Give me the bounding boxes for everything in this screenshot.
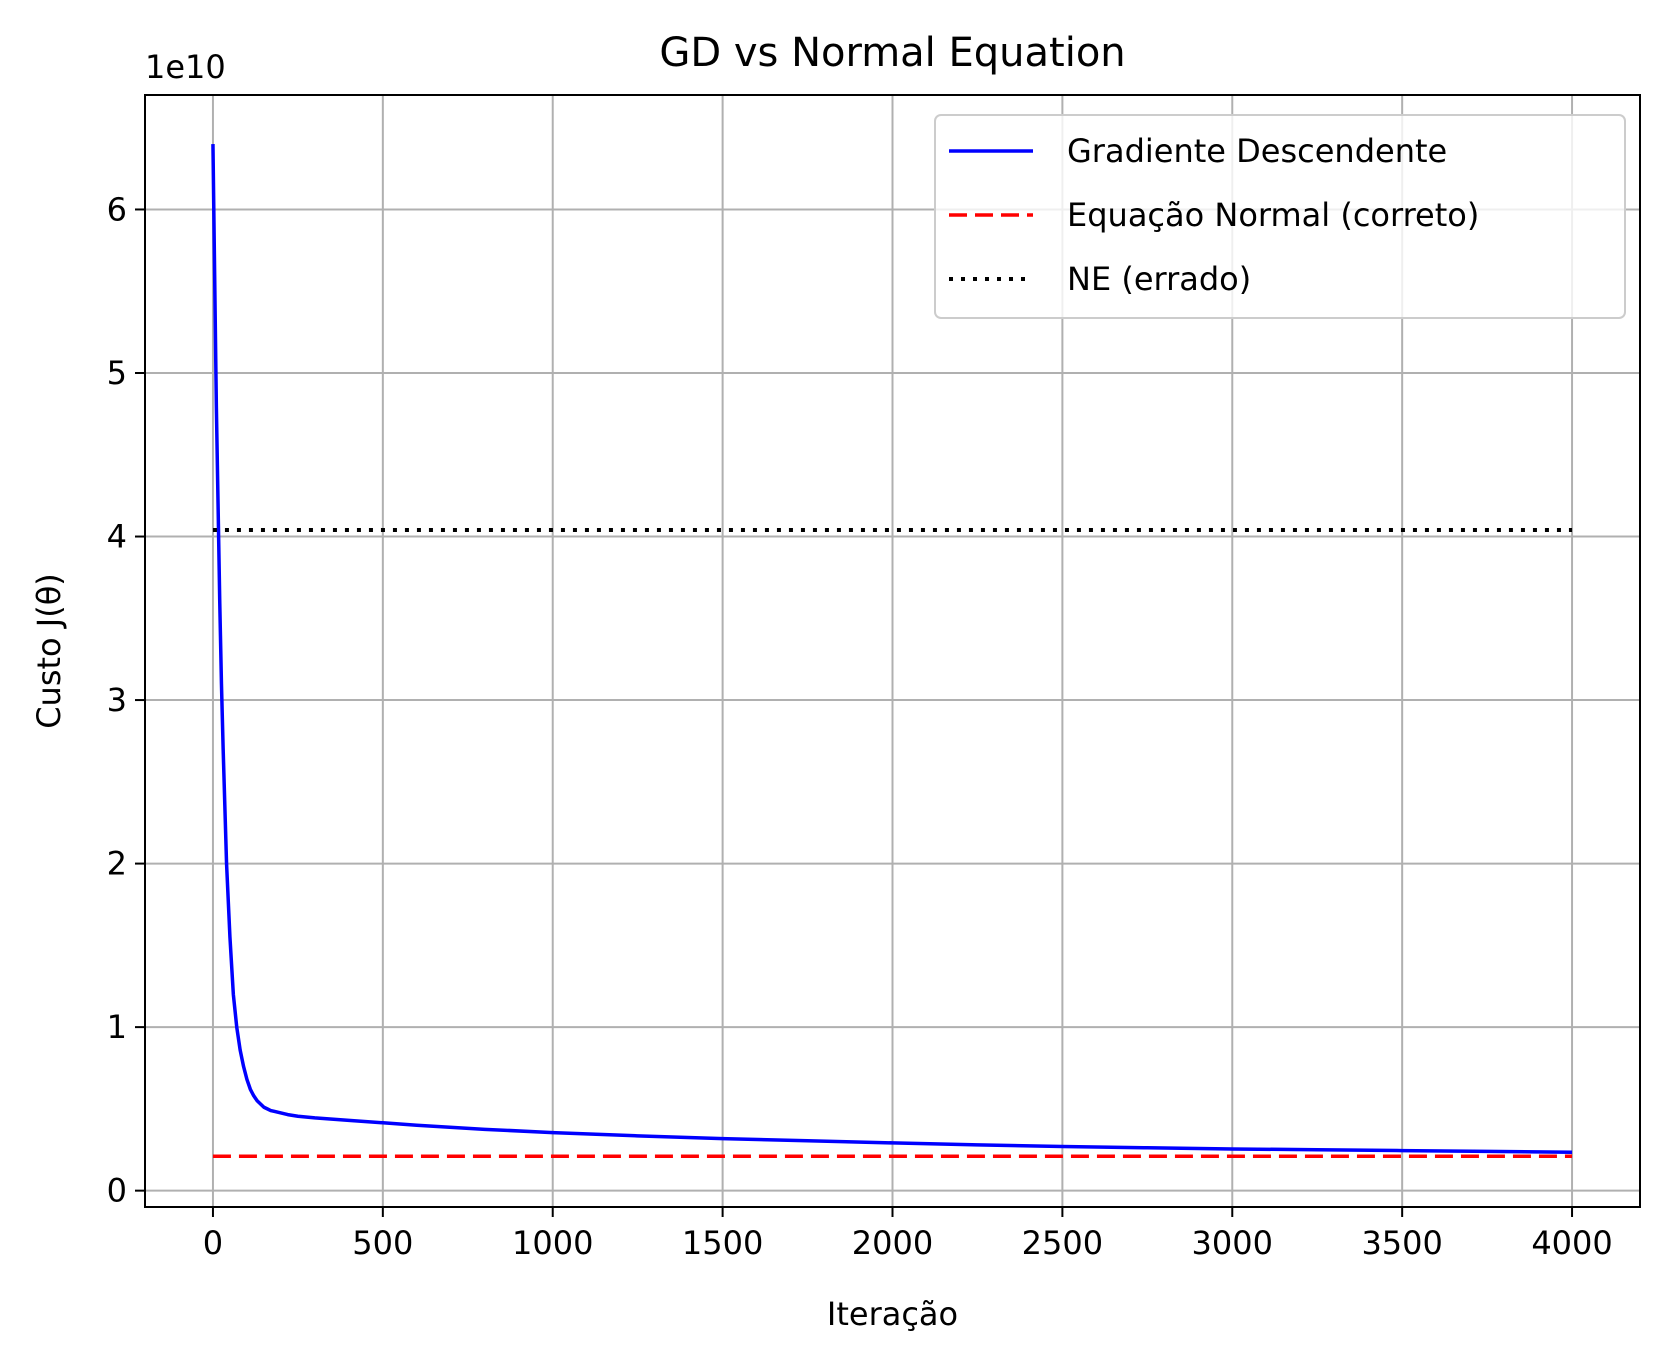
plot-lines <box>211 144 1573 1159</box>
chart-title: GD vs Normal Equation <box>659 30 1125 76</box>
y-axis-ticks: 0 1 2 3 4 5 6 <box>107 190 145 1210</box>
x-tick-label: 0 <box>203 1224 223 1262</box>
x-axis-ticks: 0 500 1000 1500 2000 2500 3000 3500 4000 <box>203 1207 1613 1262</box>
x-tick-label: 2000 <box>852 1224 933 1262</box>
y-tick-label: 6 <box>107 190 127 228</box>
x-tick-label: 1500 <box>682 1224 763 1262</box>
x-axis-label: Iteração <box>827 1295 958 1333</box>
legend-label: Gradiente Descendente <box>1067 132 1447 170</box>
x-tick-label: 4000 <box>1531 1224 1612 1262</box>
x-tick-label: 3000 <box>1192 1224 1273 1262</box>
y-axis-offset-label: 1e10 <box>145 48 226 86</box>
series-line-1 <box>211 144 1573 1154</box>
y-tick-label: 2 <box>107 845 127 883</box>
y-axis-label: Custo J(θ) <box>30 573 68 729</box>
legend: Gradiente Descendente Equação Normal (cor… <box>934 114 1626 319</box>
y-tick-label: 3 <box>107 681 127 719</box>
legend-label: NE (errado) <box>1067 260 1251 298</box>
legend-label: Equação Normal (correto) <box>1067 196 1479 234</box>
x-tick-label: 1000 <box>512 1224 593 1262</box>
y-tick-label: 5 <box>107 354 127 392</box>
y-tick-label: 4 <box>107 518 127 556</box>
legend-box <box>934 114 1626 319</box>
x-tick-label: 3500 <box>1361 1224 1442 1262</box>
x-tick-label: 2500 <box>1022 1224 1103 1262</box>
y-tick-label: 1 <box>107 1008 127 1046</box>
y-tick-label: 0 <box>107 1172 127 1210</box>
x-tick-label: 500 <box>352 1224 413 1262</box>
